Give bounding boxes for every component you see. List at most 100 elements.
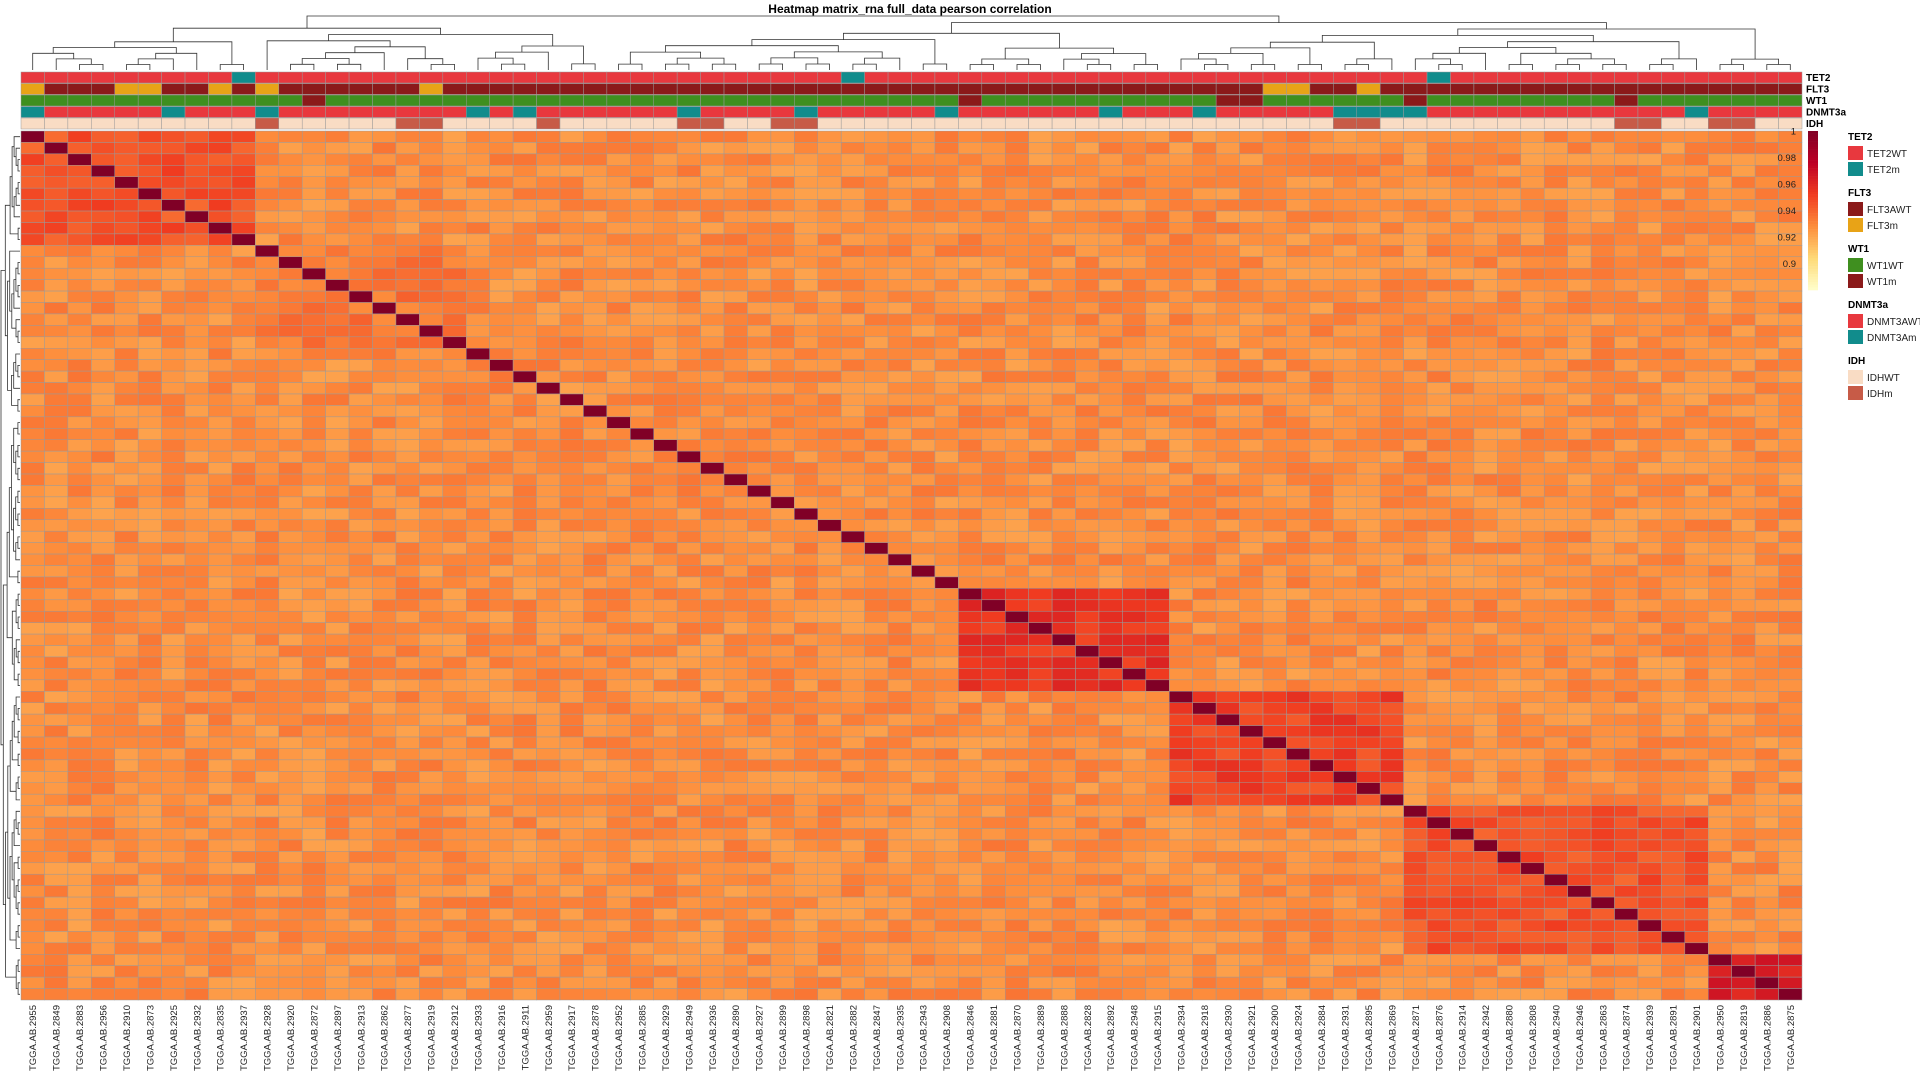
heatmap-cell: [794, 645, 819, 658]
heatmap-cell: [1262, 588, 1287, 601]
heatmap-cell: [770, 382, 795, 395]
heatmap-cell: [1637, 359, 1662, 372]
heatmap-cell: [1661, 656, 1686, 669]
heatmap-cell: [466, 439, 490, 452]
heatmap-cell: [747, 267, 772, 280]
heatmap-cell: [489, 656, 514, 669]
heatmap-cell: [864, 187, 889, 200]
heatmap-cell: [1075, 130, 1100, 143]
heatmap-cell: [1075, 679, 1100, 692]
heatmap-cell: [1239, 759, 1264, 772]
heatmap-cell: [1731, 428, 1756, 440]
annotation-cell: [1004, 83, 1029, 95]
heatmap-cell: [1708, 668, 1732, 681]
heatmap-cell: [1028, 473, 1053, 486]
heatmap-cell: [419, 370, 444, 383]
heatmap-cell: [44, 348, 69, 360]
heatmap-cell: [1379, 165, 1404, 177]
heatmap-cell: [1778, 336, 1803, 349]
heatmap-cell: [1215, 633, 1240, 646]
heatmap-cell: [1754, 599, 1779, 612]
heatmap-cell: [1239, 290, 1264, 303]
heatmap-cell: [1426, 393, 1451, 406]
heatmap-cell: [1028, 576, 1053, 589]
heatmap-cell: [934, 450, 959, 463]
heatmap-cell: [1778, 302, 1803, 315]
heatmap-cell: [419, 473, 444, 486]
heatmap-cell: [301, 542, 326, 555]
heatmap-cell: [137, 439, 162, 452]
heatmap-cell: [512, 313, 537, 326]
heatmap-cell: [958, 130, 983, 143]
heatmap-cell: [1379, 336, 1404, 349]
heatmap-cell: [840, 359, 865, 372]
heatmap-cell: [911, 553, 936, 566]
heatmap-cell: [137, 130, 162, 143]
heatmap-cell: [1426, 679, 1451, 692]
heatmap-cell: [1333, 519, 1357, 532]
heatmap-cell: [1661, 633, 1686, 646]
heatmap-cell: [395, 462, 420, 475]
heatmap-cell: [559, 393, 584, 406]
heatmap-cell: [559, 702, 584, 715]
heatmap-cell: [1684, 725, 1709, 738]
annotation-cell: [489, 106, 514, 118]
heatmap-cell: [1497, 771, 1522, 784]
heatmap-cell: [1051, 599, 1076, 612]
heatmap-cell: [372, 210, 397, 223]
annotation-cell: [1778, 117, 1803, 130]
heatmap-cell: [1450, 565, 1475, 578]
heatmap-cell: [91, 485, 115, 498]
heatmap-cell: [20, 668, 45, 681]
dendrogram-branch: [17, 513, 20, 526]
heatmap-cell: [700, 736, 725, 749]
heatmap-cell: [1731, 725, 1756, 738]
heatmap-cell: [489, 428, 514, 440]
heatmap-cell: [934, 485, 959, 498]
heatmap-cell: [794, 199, 819, 212]
dendrogram-branch: [17, 708, 20, 721]
heatmap-cell: [1028, 496, 1053, 509]
heatmap-cell: [20, 405, 45, 418]
heatmap-cell: [20, 290, 45, 303]
heatmap-cell: [1473, 485, 1498, 498]
annotation-cell: [1333, 83, 1357, 95]
heatmap-cell: [1590, 359, 1615, 372]
heatmap-cell: [137, 645, 162, 658]
heatmap-cell: [864, 428, 889, 440]
heatmap-cell: [1215, 165, 1240, 177]
heatmap-cell: [208, 588, 233, 601]
heatmap-cell: [606, 702, 631, 715]
heatmap-cell: [1661, 439, 1686, 452]
heatmap-cell: [44, 542, 69, 555]
annotation-cell: [747, 106, 772, 118]
heatmap-cell: [208, 359, 233, 372]
heatmap-cell: [1708, 530, 1732, 543]
heatmap-cell: [1473, 416, 1498, 429]
heatmap-cell: [419, 496, 444, 509]
heatmap-cell: [747, 336, 772, 349]
annotation-cell: [723, 117, 748, 130]
heatmap-cell: [114, 176, 139, 189]
heatmap-cell: [676, 393, 701, 406]
heatmap-cell: [958, 645, 983, 658]
heatmap-cell: [1169, 416, 1193, 429]
heatmap-cell: [583, 256, 608, 269]
heatmap-cell: [1684, 233, 1709, 246]
heatmap-cell: [1333, 713, 1357, 726]
heatmap-cell: [1778, 725, 1803, 738]
heatmap-cell: [700, 668, 725, 681]
heatmap-cell: [489, 462, 514, 475]
heatmap-cell: [747, 645, 772, 658]
heatmap-cell: [1567, 519, 1592, 532]
heatmap-cell: [1051, 279, 1076, 292]
heatmap-cell: [747, 588, 772, 601]
heatmap-cell: [1731, 176, 1756, 189]
heatmap-cell: [44, 450, 69, 463]
annotation-cell: [840, 83, 865, 95]
annotation-cell: [1028, 117, 1053, 130]
heatmap-cell: [794, 439, 819, 452]
heatmap-cell: [911, 656, 936, 669]
heatmap-cell: [1637, 691, 1662, 703]
heatmap-cell: [840, 748, 865, 761]
